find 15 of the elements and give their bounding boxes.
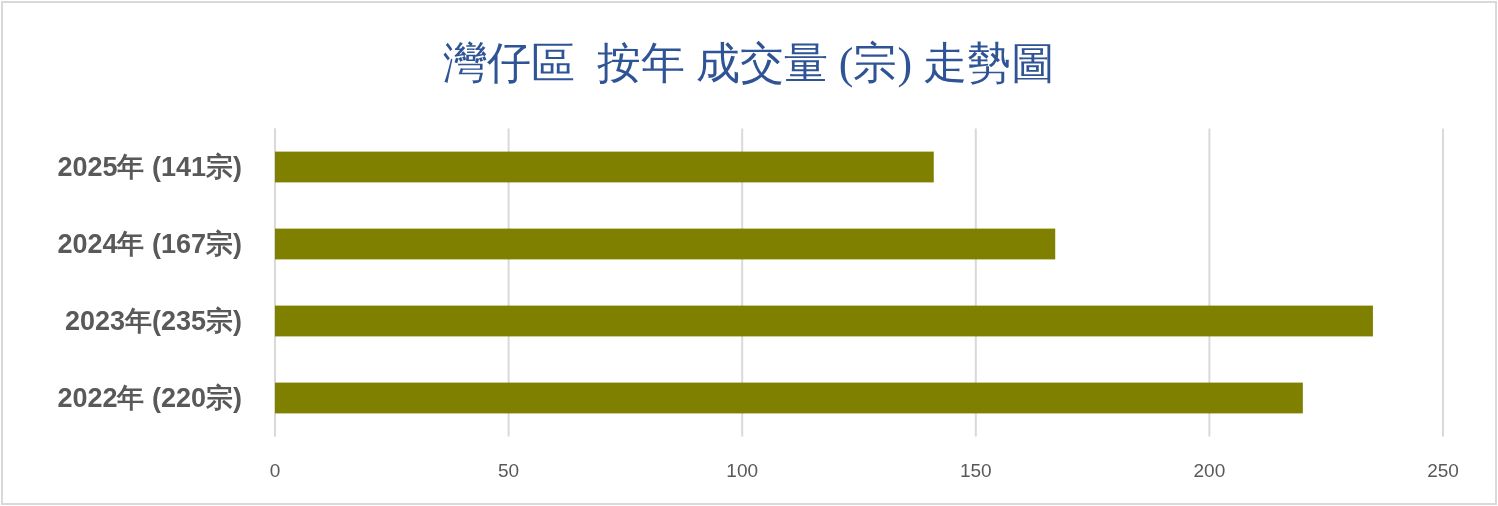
x-tick-label: 100 [726,460,759,481]
x-tick-label: 250 [1427,460,1459,481]
x-tick-label: 0 [269,460,281,481]
y-tick-label: 2025年 (141宗) [57,152,242,182]
y-tick-label: 2022年 (220宗) [57,383,242,413]
x-tick-label: 200 [1193,460,1226,481]
bar [275,228,1056,260]
y-tick-label: 2023年(235宗) [64,306,242,336]
bar [275,151,934,183]
x-tick-label: 150 [959,460,992,481]
x-tick-label: 50 [498,460,520,481]
bar [275,305,1373,337]
bar [275,382,1303,414]
y-tick-label: 2024年 (167宗) [57,229,242,259]
chart-title: 灣仔區 按年 成交量 (宗) 走勢圖 [442,39,1056,88]
